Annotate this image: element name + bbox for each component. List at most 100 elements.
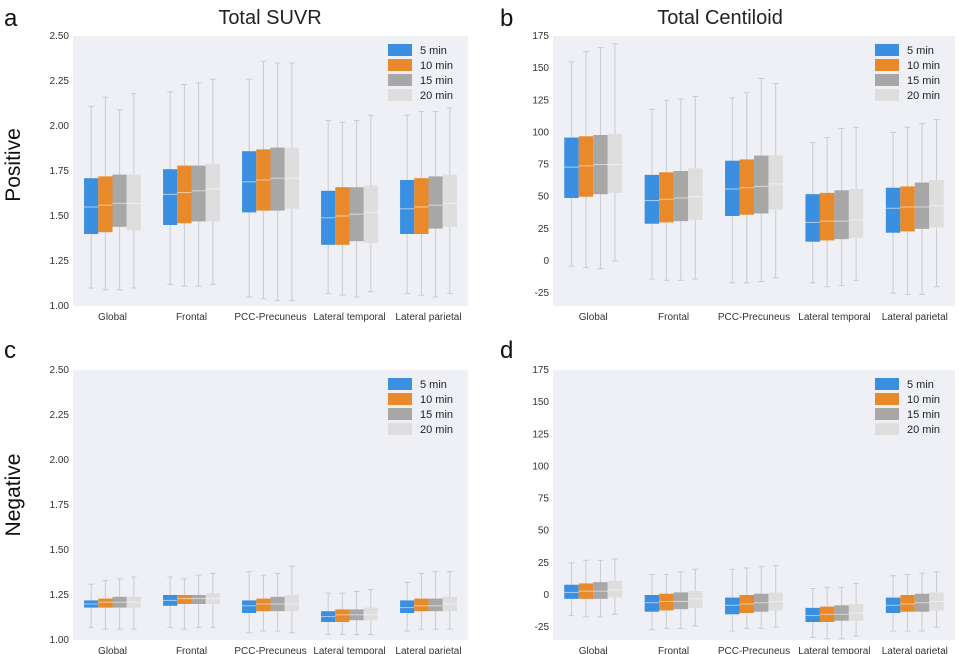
legend-swatch <box>388 44 412 56</box>
box-5min-lateral-temporal <box>805 194 820 242</box>
y-tick-label: 1.75 <box>50 166 70 177</box>
box-10min-lateral-parietal <box>414 178 429 234</box>
box-15min-pcc-precuneus <box>270 147 285 211</box>
x-tick-label: Global <box>579 646 608 654</box>
legend-label: 20 min <box>420 424 453 436</box>
legend-label: 15 min <box>420 75 453 87</box>
box-10min-lateral-temporal <box>335 609 350 622</box>
x-tick-label: Frontal <box>176 312 207 323</box>
row-label-negative: Negative <box>2 454 25 537</box>
x-tick-label: Lateral temporal <box>313 312 385 323</box>
box-20min-global <box>607 580 623 598</box>
box-5min-lateral-parietal <box>400 600 415 613</box>
y-tick-label: 0 <box>543 256 549 267</box>
legend-swatch <box>875 423 899 435</box>
legend-label: 15 min <box>907 75 940 87</box>
box-15min-lateral-temporal <box>834 190 849 240</box>
box-15min-global <box>593 582 608 599</box>
x-tick-label: Global <box>579 312 608 323</box>
legend-label: 15 min <box>420 409 453 421</box>
y-tick-label: 150 <box>532 397 549 408</box>
box-15min-frontal <box>191 595 206 604</box>
column-title-centiloid: Total Centiloid <box>657 7 783 29</box>
legend-swatch <box>875 59 899 71</box>
legend-swatch <box>875 408 899 420</box>
panel-b: -25 0 25 50 75 100 125 150 175 Global Frontal PCC-P… <box>532 31 955 323</box>
box-5min-global <box>564 584 579 599</box>
legend-label: 20 min <box>907 90 940 102</box>
box-10min-lateral-temporal <box>819 192 835 241</box>
y-tick-label: 150 <box>532 63 549 74</box>
box-5min-global <box>84 178 99 234</box>
box-10min-pcc-precuneus <box>739 159 754 215</box>
box-10min-global <box>578 136 594 197</box>
y-tick-label: 1.25 <box>50 256 70 267</box>
box-20min-global <box>607 133 623 193</box>
x-tick-label: Lateral parietal <box>882 646 948 654</box>
legend-label: 5 min <box>907 45 934 57</box>
box-5min-frontal <box>644 595 660 612</box>
box-15min-lateral-parietal <box>914 182 930 229</box>
legend-swatch <box>875 378 899 390</box>
legend-swatch <box>875 393 899 405</box>
y-tick-label: 1.25 <box>50 590 70 601</box>
box-20min-frontal <box>688 168 703 220</box>
legend-label: 10 min <box>907 394 940 406</box>
box-20min-lateral-temporal <box>363 607 378 621</box>
box-20min-global <box>126 174 141 231</box>
panel-letter-c: c <box>4 337 16 364</box>
box-5min-frontal <box>644 174 660 224</box>
y-tick-label: 2.25 <box>50 76 70 87</box>
x-tick-label: Lateral parietal <box>395 312 461 323</box>
box-20min-lateral-temporal <box>848 189 864 238</box>
legend-label: 20 min <box>420 90 453 102</box>
x-tick-label: Lateral temporal <box>313 646 385 654</box>
y-tick-label: 125 <box>532 95 549 106</box>
panel-letter-d: d <box>500 337 513 364</box>
panel-c: 1.00 1.25 1.50 1.75 2.00 2.25 2.50 Global Fronta… <box>50 365 468 654</box>
box-5min-lateral-parietal <box>885 187 901 233</box>
x-tick-label: Lateral parietal <box>882 312 948 323</box>
legend-swatch <box>388 89 412 101</box>
legend-label: 5 min <box>907 379 934 391</box>
box-10min-frontal <box>177 165 192 224</box>
legend-swatch <box>388 59 412 71</box>
x-tick-label: PCC-Precuneus <box>718 312 790 323</box>
y-tick-label: 2.25 <box>50 410 70 421</box>
box-5min-pcc-precuneus <box>725 160 740 216</box>
y-tick-label: 2.50 <box>50 365 70 376</box>
x-tick-label: Frontal <box>176 646 207 654</box>
box-20min-lateral-temporal <box>363 185 378 243</box>
x-tick-label: PCC-Precuneus <box>234 312 306 323</box>
panel-a: 1.00 1.25 1.50 1.75 2.00 2.25 2.50 Global Fronta… <box>50 31 468 323</box>
panels-group: 1.00 1.25 1.50 1.75 2.00 2.25 2.50 Global Fronta… <box>50 31 955 654</box>
box-10min-frontal <box>177 595 192 604</box>
box-10min-global <box>98 176 113 233</box>
x-tick-label: Global <box>98 312 127 323</box>
x-tick-label: Lateral parietal <box>395 646 461 654</box>
box-10min-global <box>98 598 113 608</box>
y-tick-label: 1.50 <box>50 545 70 556</box>
box-10min-lateral-parietal <box>414 598 429 612</box>
box-15min-frontal <box>673 592 689 610</box>
y-tick-label: 1.75 <box>50 500 70 511</box>
panel-d: -25 0 25 50 75 100 125 150 175 Global Frontal PCC-P… <box>532 365 955 654</box>
legend-swatch <box>388 423 412 435</box>
box-15min-frontal <box>673 171 689 222</box>
box-15min-frontal <box>191 165 206 222</box>
legend-swatch <box>388 378 412 390</box>
y-tick-label: 100 <box>532 461 549 472</box>
box-5min-lateral-parietal <box>400 180 415 234</box>
legend-label: 15 min <box>907 409 940 421</box>
box-10min-lateral-parietal <box>900 595 915 612</box>
legend-label: 10 min <box>420 394 453 406</box>
y-tick-label: -25 <box>535 622 550 633</box>
box-5min-lateral-temporal <box>805 607 820 622</box>
legend-swatch <box>875 89 899 101</box>
x-tick-label: Global <box>98 646 127 654</box>
y-tick-label: 75 <box>538 494 550 505</box>
y-tick-label: 75 <box>538 160 550 171</box>
box-20min-pcc-precuneus <box>768 155 783 210</box>
box-20min-pcc-precuneus <box>284 595 299 612</box>
